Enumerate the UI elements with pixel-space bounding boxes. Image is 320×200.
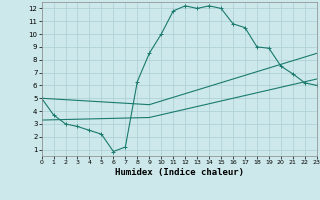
X-axis label: Humidex (Indice chaleur): Humidex (Indice chaleur) (115, 168, 244, 177)
